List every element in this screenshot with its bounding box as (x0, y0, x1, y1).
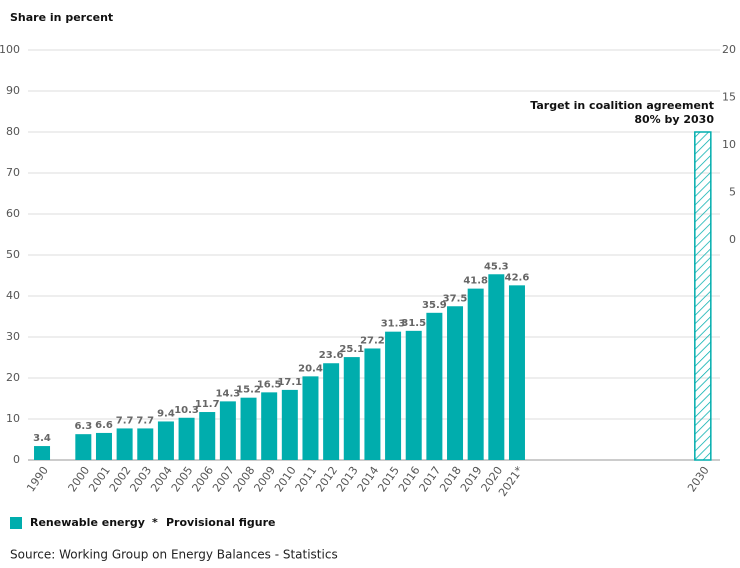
value-label: 6.6 (95, 420, 113, 431)
value-label: 37.5 (443, 293, 468, 304)
x-tick-label: 2030 (685, 464, 712, 494)
x-tick-label: 1990 (24, 464, 51, 494)
y-axis-title: Share in percent (10, 11, 113, 24)
legend-label: Renewable energy (30, 516, 145, 529)
y-tick-label: 40 (6, 289, 20, 302)
value-label: 7.7 (116, 415, 134, 426)
note-text: Provisional figure (166, 516, 275, 529)
bar (302, 376, 319, 460)
x-tick-label: 2019 (458, 464, 485, 494)
bar (75, 434, 92, 460)
y-tick-label: 30 (6, 330, 20, 343)
value-label: 27.2 (360, 335, 385, 346)
bar (488, 274, 505, 460)
y2-tick-label: 15 (722, 90, 736, 103)
value-label: 31.5 (401, 318, 426, 329)
y-tick-label: 0 (13, 453, 20, 466)
x-tick-label: 2011 (293, 464, 320, 494)
x-tick-label: 2001 (86, 464, 113, 494)
value-label: 14.3 (216, 388, 241, 399)
bar (426, 312, 443, 460)
value-label: 35.9 (422, 300, 447, 311)
value-label: 20.4 (298, 363, 323, 374)
x-tick-label: 2018 (437, 464, 464, 494)
bar (447, 306, 464, 460)
value-label: 15.2 (236, 385, 261, 396)
value-label: 25.1 (339, 344, 364, 355)
value-label: 41.8 (463, 276, 488, 287)
y-tick-label: 50 (6, 248, 20, 261)
value-label: 16.5 (257, 379, 282, 390)
value-label: 45.3 (484, 261, 509, 272)
x-tick-label: 2010 (272, 464, 299, 494)
y-tick-label: 90 (6, 84, 20, 97)
value-label: 42.6 (505, 272, 530, 283)
x-tick-label: 2003 (127, 464, 154, 494)
bar (34, 446, 51, 460)
y-tick-label: 100 (0, 43, 20, 56)
legend-swatch (10, 517, 22, 529)
bar (95, 432, 112, 460)
value-label: 23.6 (319, 350, 344, 361)
x-tick-label: 2005 (169, 464, 196, 494)
annotation: 80% by 2030 (634, 113, 714, 126)
bar (508, 285, 525, 460)
value-label: 3.4 (33, 433, 51, 444)
value-label: 7.7 (136, 415, 154, 426)
bar (694, 131, 712, 461)
x-tick-label: 2017 (417, 464, 444, 494)
x-tick-label: 2013 (334, 464, 361, 494)
annotation: Target in coalition agreement (530, 99, 714, 112)
x-tick-label: 2016 (396, 464, 423, 494)
bar (405, 330, 422, 460)
bar (219, 401, 236, 460)
x-tick-label: 2015 (375, 464, 402, 494)
source: Source: Working Group on Energy Balances… (10, 548, 338, 562)
y-tick-label: 10 (6, 412, 20, 425)
value-label: 10.3 (174, 405, 199, 416)
bar (137, 428, 154, 460)
x-tick-label: 2006 (189, 464, 216, 494)
bar (178, 417, 195, 460)
y-tick-label: 60 (6, 207, 20, 220)
note-symbol: * (152, 516, 158, 529)
x-tick-label: 2008 (231, 464, 258, 494)
bar (261, 392, 278, 460)
bar (467, 288, 484, 460)
value-label: 6.3 (74, 421, 92, 432)
x-tick-label: 2009 (251, 464, 278, 494)
x-tick-label: 2000 (66, 464, 93, 494)
bar (323, 363, 340, 460)
bar (364, 348, 381, 460)
y2-tick-label: 5 (729, 185, 736, 198)
bar (116, 428, 133, 460)
bar (281, 389, 298, 460)
value-label: 17.1 (277, 377, 302, 388)
y2-tick-label: 10 (722, 138, 736, 151)
y-tick-label: 70 (6, 166, 20, 179)
bar (157, 421, 174, 460)
y2-tick-label: 20 (722, 43, 736, 56)
value-label: 31.3 (381, 319, 406, 330)
bar (240, 397, 257, 460)
bar (385, 331, 402, 460)
bar (343, 357, 360, 460)
value-label: 11.7 (195, 399, 220, 410)
bar (199, 412, 216, 460)
y-tick-label: 80 (6, 125, 20, 138)
x-tick-label: 2002 (107, 464, 134, 494)
y2-tick-label: 0 (729, 233, 736, 246)
x-tick-label: 2007 (210, 464, 237, 494)
x-tick-label: 2014 (355, 464, 382, 494)
y-tick-label: 20 (6, 371, 20, 384)
value-label: 9.4 (157, 408, 175, 419)
x-tick-label: 2012 (313, 464, 340, 494)
x-tick-label: 2004 (148, 464, 175, 494)
